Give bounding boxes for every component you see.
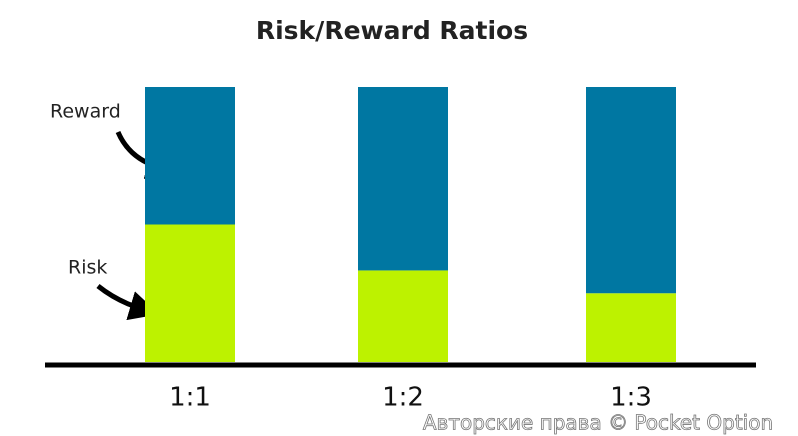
bar-segment xyxy=(145,87,235,225)
x-tick-label: 1:2 xyxy=(382,383,424,413)
risk-annotation: Risk xyxy=(68,257,107,279)
watermark: Авторские права © Pocket Option xyxy=(423,411,773,435)
chart-title: Risk/Reward Ratios xyxy=(256,16,528,45)
risk-arrow xyxy=(96,284,160,321)
bar-segment xyxy=(586,87,676,294)
x-tick-label: 1:3 xyxy=(610,383,652,413)
x-tick-label: 1:1 xyxy=(169,383,211,413)
reward-annotation: Reward xyxy=(50,101,121,123)
bar-segment xyxy=(358,87,448,271)
bar-segment xyxy=(358,270,448,362)
bar-segment xyxy=(145,224,235,362)
bar-segment xyxy=(586,293,676,362)
